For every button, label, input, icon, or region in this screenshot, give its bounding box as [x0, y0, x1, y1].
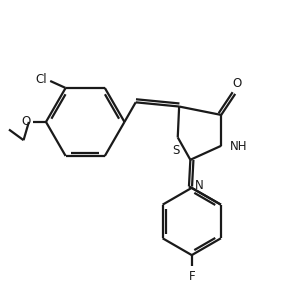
Text: O: O — [232, 77, 241, 90]
Text: S: S — [172, 144, 180, 157]
Text: F: F — [189, 270, 195, 283]
Text: Cl: Cl — [35, 73, 47, 86]
Text: O: O — [22, 115, 31, 129]
Text: N: N — [195, 179, 204, 192]
Text: NH: NH — [230, 140, 247, 153]
